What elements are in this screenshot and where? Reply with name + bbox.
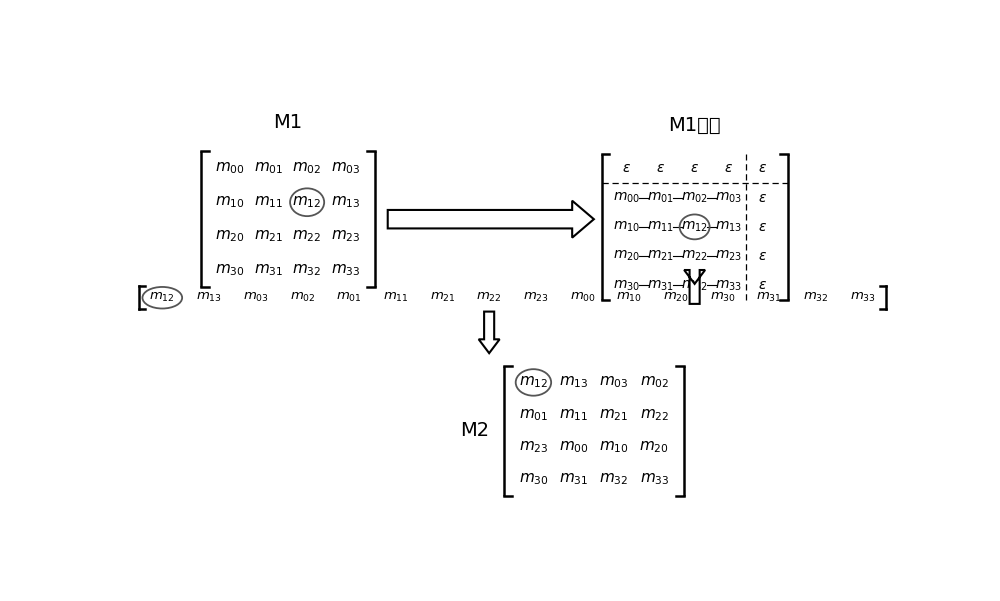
Text: $\mathit{m_{13}}$: $\mathit{m_{13}}$ [331,194,361,210]
Text: $\mathit{m_{10}}$: $\mathit{m_{10}}$ [613,220,640,234]
Text: $\varepsilon$: $\varepsilon$ [758,162,767,175]
Text: $\mathit{m_{22}}$: $\mathit{m_{22}}$ [681,249,708,263]
Text: $\mathit{m_{00}}$: $\mathit{m_{00}}$ [613,191,640,205]
Text: $\mathit{m_{12}}$: $\mathit{m_{12}}$ [519,374,548,390]
Text: $\mathit{m_{11}}$: $\mathit{m_{11}}$ [254,194,283,210]
Text: $\mathit{m_{21}}$: $\mathit{m_{21}}$ [254,228,283,244]
Polygon shape [684,270,705,304]
Text: $\mathit{m_{23}}$: $\mathit{m_{23}}$ [523,291,549,304]
Text: M1: M1 [273,113,302,132]
Text: $\mathit{m_{20}}$: $\mathit{m_{20}}$ [663,291,689,304]
Polygon shape [388,201,594,237]
Text: $\mathit{m_{01}}$: $\mathit{m_{01}}$ [336,291,362,304]
Text: $\mathit{m_{02}}$: $\mathit{m_{02}}$ [640,374,669,390]
Text: $\mathit{m_{20}}$: $\mathit{m_{20}}$ [215,228,245,244]
Text: $\mathit{m_{01}}$: $\mathit{m_{01}}$ [519,407,548,423]
Text: $\mathit{m_{33}}$: $\mathit{m_{33}}$ [850,291,876,304]
Text: $\mathit{m_{32}}$: $\mathit{m_{32}}$ [681,278,708,293]
Text: $\mathit{m_{02}}$: $\mathit{m_{02}}$ [681,191,708,205]
Text: $\mathit{m_{03}}$: $\mathit{m_{03}}$ [243,291,269,304]
Text: $\mathit{m_{11}}$: $\mathit{m_{11}}$ [383,291,409,304]
Text: $\mathit{m_{03}}$: $\mathit{m_{03}}$ [715,191,742,205]
Text: $\mathit{m_{10}}$: $\mathit{m_{10}}$ [616,291,642,304]
Text: $\mathit{m_{22}}$: $\mathit{m_{22}}$ [292,228,322,244]
Text: $\mathit{m_{11}}$: $\mathit{m_{11}}$ [647,220,674,234]
Text: $\mathit{m_{13}}$: $\mathit{m_{13}}$ [559,374,588,390]
Text: $\mathit{m_{20}}$: $\mathit{m_{20}}$ [639,439,669,455]
Text: $\mathit{m_{23}}$: $\mathit{m_{23}}$ [519,439,548,455]
Text: $\mathit{m_{00}}$: $\mathit{m_{00}}$ [215,160,245,176]
Text: $\mathit{m_{02}}$: $\mathit{m_{02}}$ [292,160,322,176]
Text: $\mathit{m_{23}}$: $\mathit{m_{23}}$ [331,228,361,244]
Text: $\mathit{m_{31}}$: $\mathit{m_{31}}$ [559,472,588,487]
Text: $\mathit{m_{23}}$: $\mathit{m_{23}}$ [715,249,742,263]
Text: $\mathit{m_{03}}$: $\mathit{m_{03}}$ [331,160,361,176]
Text: $\mathit{m_{00}}$: $\mathit{m_{00}}$ [570,291,596,304]
Text: $\varepsilon$: $\varepsilon$ [758,278,767,293]
Text: $\varepsilon$: $\varepsilon$ [656,162,665,175]
Text: $\mathit{m_{13}}$: $\mathit{m_{13}}$ [715,220,742,234]
Text: $\mathit{m_{22}}$: $\mathit{m_{22}}$ [476,291,502,304]
Text: $\mathit{m_{32}}$: $\mathit{m_{32}}$ [599,472,629,487]
Text: $\varepsilon$: $\varepsilon$ [758,191,767,204]
Text: $\mathit{m_{22}}$: $\mathit{m_{22}}$ [640,407,669,423]
Text: $\mathit{m_{30}}$: $\mathit{m_{30}}$ [710,291,736,304]
Text: $\mathit{m_{33}}$: $\mathit{m_{33}}$ [640,472,669,487]
Text: $\mathit{m_{12}}$: $\mathit{m_{12}}$ [292,194,322,210]
Text: $\mathit{m_{13}}$: $\mathit{m_{13}}$ [196,291,222,304]
Text: $\mathit{m_{02}}$: $\mathit{m_{02}}$ [290,291,315,304]
Text: $\mathit{m_{32}}$: $\mathit{m_{32}}$ [292,262,322,278]
Text: $\mathit{m_{33}}$: $\mathit{m_{33}}$ [715,278,742,293]
Text: $\mathit{m_{00}}$: $\mathit{m_{00}}$ [559,439,589,455]
Text: $\mathit{m_{01}}$: $\mathit{m_{01}}$ [254,160,283,176]
Text: $\mathit{m_{30}}$: $\mathit{m_{30}}$ [613,278,640,293]
Text: $\varepsilon$: $\varepsilon$ [758,220,767,234]
Text: $\mathit{m_{10}}$: $\mathit{m_{10}}$ [599,439,629,455]
Text: $\mathit{m_{32}}$: $\mathit{m_{32}}$ [803,291,829,304]
Text: $\mathit{m_{31}}$: $\mathit{m_{31}}$ [254,262,283,278]
Text: $\mathit{m_{31}}$: $\mathit{m_{31}}$ [756,291,782,304]
Text: $\mathit{m_{21}}$: $\mathit{m_{21}}$ [430,291,455,304]
Text: $\mathit{m_{21}}$: $\mathit{m_{21}}$ [647,249,674,263]
Text: $\mathit{m_{01}}$: $\mathit{m_{01}}$ [647,191,674,205]
Text: $\mathit{m_{10}}$: $\mathit{m_{10}}$ [215,194,245,210]
Text: $\mathit{m_{20}}$: $\mathit{m_{20}}$ [613,249,640,263]
Text: $\mathit{m_{33}}$: $\mathit{m_{33}}$ [331,262,361,278]
Text: $\varepsilon$: $\varepsilon$ [622,162,631,175]
Text: $\mathit{m_{30}}$: $\mathit{m_{30}}$ [519,472,548,487]
Text: $\varepsilon$: $\varepsilon$ [758,249,767,263]
Text: M1扩充: M1扩充 [668,115,721,135]
Text: $\mathit{m_{21}}$: $\mathit{m_{21}}$ [599,407,629,423]
Text: $\mathit{m_{03}}$: $\mathit{m_{03}}$ [599,374,629,390]
Text: $\varepsilon$: $\varepsilon$ [724,162,733,175]
Text: $\mathit{m_{12}}$: $\mathit{m_{12}}$ [681,220,708,234]
Text: $\mathit{m_{12}}$: $\mathit{m_{12}}$ [149,291,175,304]
Text: $\mathit{m_{31}}$: $\mathit{m_{31}}$ [647,278,674,293]
Text: $\mathit{m_{11}}$: $\mathit{m_{11}}$ [559,407,588,423]
Text: $\mathit{m_{30}}$: $\mathit{m_{30}}$ [215,262,245,278]
Text: M2: M2 [460,421,489,441]
Polygon shape [479,311,500,353]
Text: $\varepsilon$: $\varepsilon$ [690,162,699,175]
